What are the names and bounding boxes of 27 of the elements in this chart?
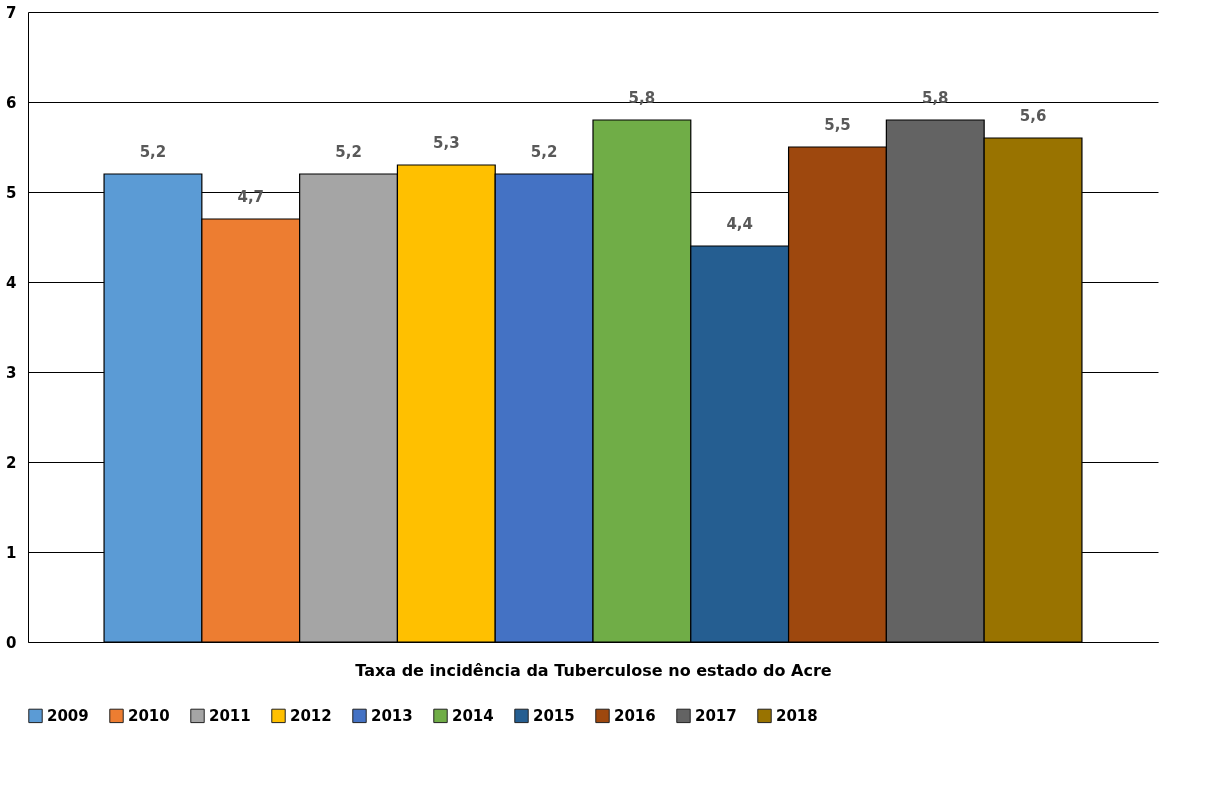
data-label: 5,2 xyxy=(335,143,362,161)
legend-label: 2018 xyxy=(776,706,818,725)
data-label: 5,5 xyxy=(824,116,851,134)
data-label: 4,4 xyxy=(726,215,753,233)
legend-label: 2014 xyxy=(452,706,494,725)
legend-label: 2009 xyxy=(47,706,89,725)
data-label: 4,7 xyxy=(237,188,265,206)
y-tick-label: 2 xyxy=(6,453,17,472)
legend-label: 2015 xyxy=(533,706,575,725)
data-label: 5,6 xyxy=(1019,107,1047,125)
legend-label: 2013 xyxy=(371,706,413,725)
legend-label: 2011 xyxy=(209,706,251,725)
data-label: 5,2 xyxy=(139,143,167,161)
y-tick-label: 7 xyxy=(6,3,17,22)
y-tick-label: 6 xyxy=(6,93,17,112)
y-tick-label: 1 xyxy=(6,543,17,562)
y-tick-label: 4 xyxy=(6,273,17,292)
legend-label: 2016 xyxy=(614,706,656,725)
legend-label: 2012 xyxy=(290,706,332,725)
y-tick-label: 3 xyxy=(6,363,17,382)
y-tick-label: 0 xyxy=(6,633,17,652)
y-tick-label: 5 xyxy=(6,183,17,202)
legend-label: 2017 xyxy=(695,706,737,725)
x-axis-title: Taxa de incidência da Tuberculose no estado do Acre xyxy=(355,660,832,680)
data-label: 5,2 xyxy=(530,143,558,161)
data-label: 5,3 xyxy=(433,134,460,152)
legend-label: 2010 xyxy=(128,706,170,725)
